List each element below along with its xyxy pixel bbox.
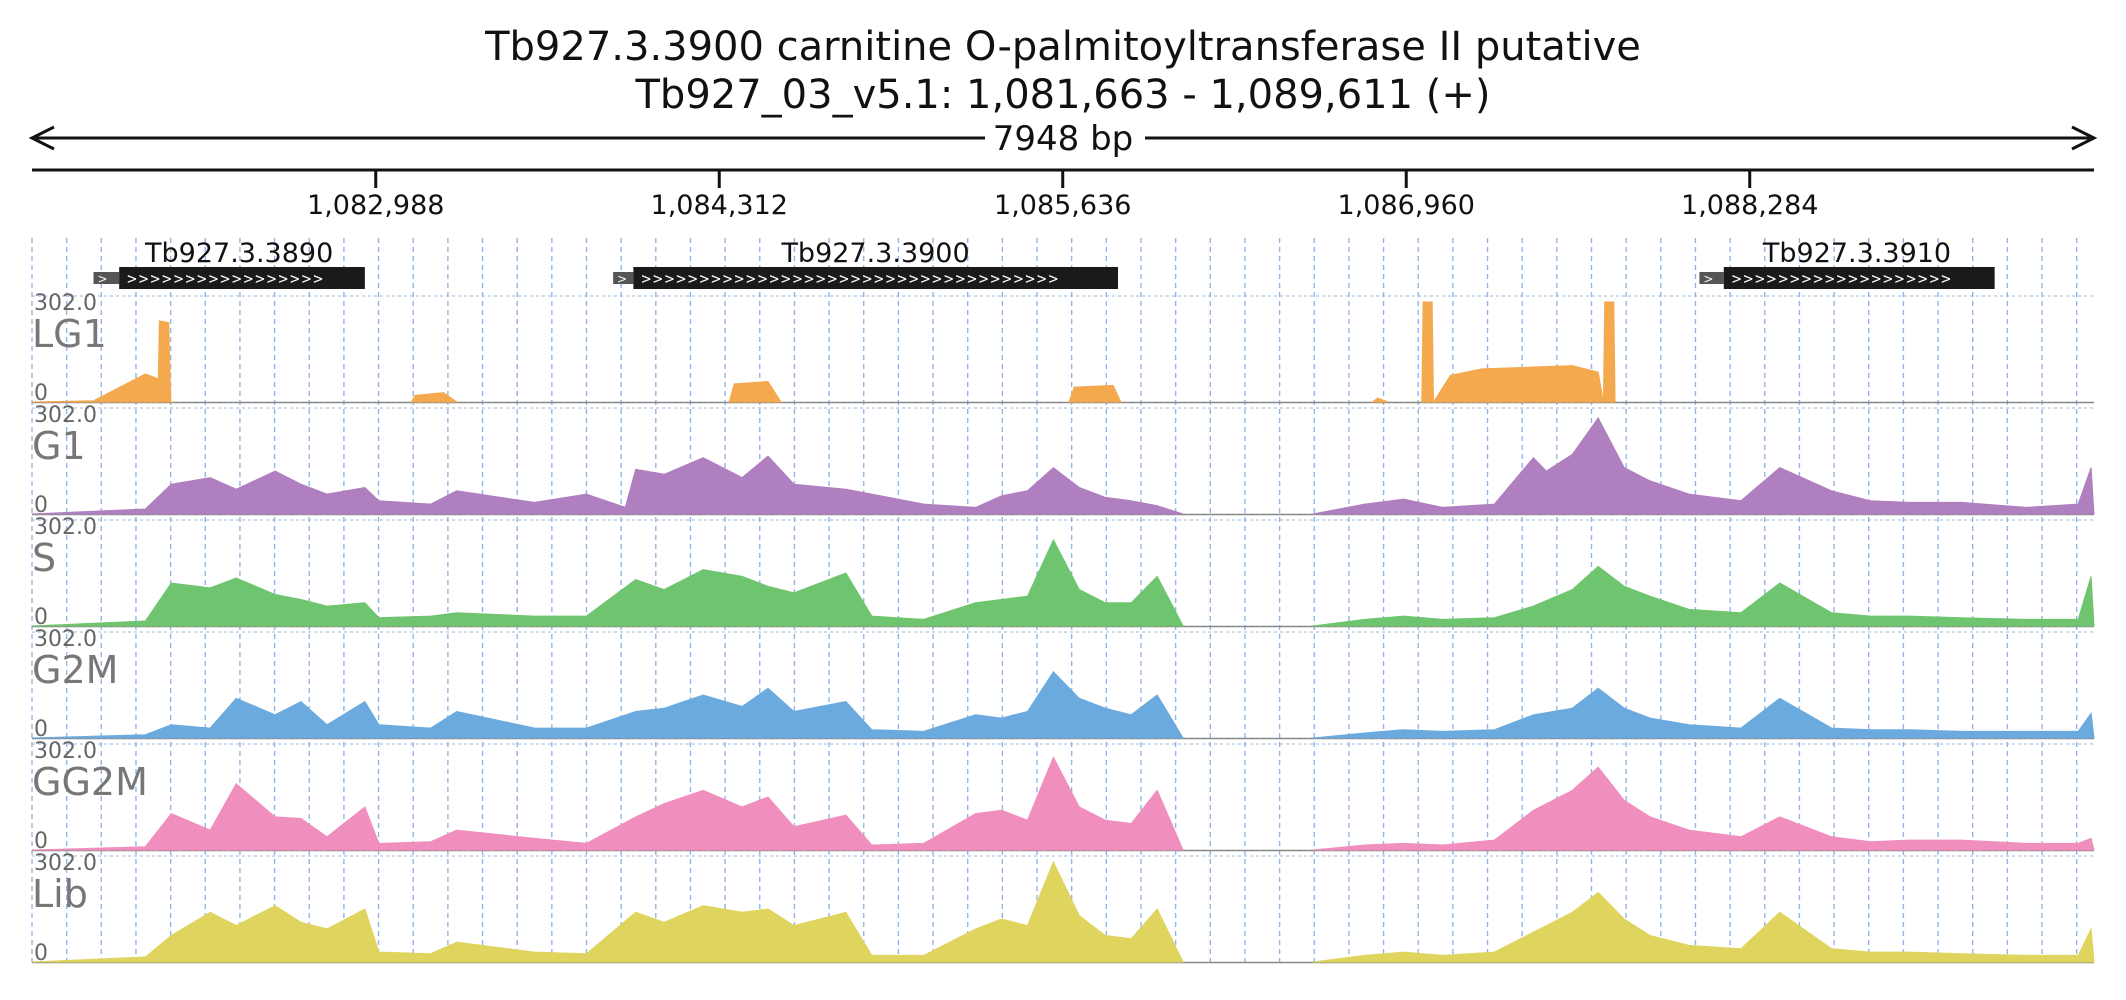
gene-utr — [613, 272, 634, 284]
ymax-label: 302.0 — [34, 403, 97, 428]
gene-body — [1723, 267, 1995, 289]
coverage-area — [31, 455, 1184, 515]
gene-track: > >>>>>>>>>>>>>>>>>Tb927.3.3890> >>>>>>>>>… — [93, 238, 1995, 289]
track-name: S — [32, 536, 56, 580]
coverage-area — [728, 380, 782, 403]
coverage-area — [1312, 417, 2095, 515]
span-arrow-left-head — [28, 125, 55, 151]
gene-utr — [93, 272, 120, 284]
span-arrow-right-head — [2071, 125, 2098, 151]
utr-arrow: > — [1703, 272, 1713, 286]
span-label: 7948 bp — [993, 119, 1134, 159]
coverage-area — [1068, 384, 1122, 403]
ymax-label: 302.0 — [34, 515, 97, 540]
coverage-area — [410, 392, 459, 403]
coverage-area — [1421, 301, 1616, 404]
track-name: G2M — [32, 648, 118, 692]
genomic-axis: 7948 bp 1,082,988 1,084,312 1,085,636 1,086,… — [28, 119, 2098, 221]
gene-body — [119, 267, 365, 289]
ymax-label: 302.0 — [34, 291, 97, 316]
track-name: G1 — [32, 424, 86, 468]
coverage-area — [31, 756, 1184, 851]
ymin-label: 0 — [34, 829, 48, 854]
ruler-tick-label: 1,084,312 — [651, 190, 788, 221]
ruler-tick-label: 1,086,960 — [1338, 190, 1475, 221]
strand-arrows: >>>>>>>>>>>>>>>>> — [127, 269, 325, 288]
figure-subtitle: Tb927_03_v5.1: 1,081,663 - 1,089,611 (+) — [635, 72, 1491, 118]
track-name: LG1 — [32, 312, 107, 356]
coverage-area — [31, 671, 1184, 739]
track-name: Lib — [32, 872, 88, 916]
ymin-label: 0 — [34, 605, 48, 630]
track-name: GG2M — [32, 760, 148, 804]
ymin-label: 0 — [34, 493, 48, 518]
gene-body — [633, 267, 1119, 289]
ruler-tick-label: 1,082,988 — [307, 190, 444, 221]
coverage-area — [1312, 565, 2095, 627]
coverage-area — [1371, 397, 1389, 403]
track-g1: 302.0G1 0 — [31, 403, 2095, 518]
ymax-label: 302.0 — [34, 627, 97, 652]
utr-arrow: > — [617, 272, 627, 286]
ymin-label: 0 — [34, 941, 48, 966]
coverage-area — [31, 860, 1184, 963]
coverage-area — [1312, 891, 2095, 963]
utr-arrow: > — [97, 272, 107, 286]
gene-label: Tb927.3.3900 — [780, 238, 969, 269]
ymin-label: 0 — [34, 381, 48, 406]
coverage-area — [31, 538, 1184, 627]
coverage-area — [1312, 687, 2095, 739]
ymin-label: 0 — [34, 717, 48, 742]
strand-arrows: >>>>>>>>>>>>>>>>>>>>>>>>>>>>>>>>>>>> — [641, 269, 1060, 288]
gene-label: Tb927.3.3910 — [1762, 238, 1951, 269]
coverage-tracks: 302.0LG10302.0G10302.0S0302.0G2M0302.0GG… — [31, 291, 2095, 966]
ruler-tick-label: 1,085,636 — [994, 190, 1131, 221]
ymax-label: 302.0 — [34, 851, 97, 876]
ruler-tick-label: 1,088,284 — [1681, 190, 1818, 221]
coverage-area — [31, 320, 174, 403]
track-s: 302.0S 0 — [31, 515, 2095, 630]
strand-arrows: >>>>>>>>>>>>>>>>>>> — [1732, 269, 1953, 288]
gene-label: Tb927.3.3890 — [144, 238, 333, 269]
figure-title: Tb927.3.3900 carnitine O-palmitoyltransf… — [485, 24, 1641, 70]
gene-utr — [1699, 272, 1724, 284]
coverage-area — [1312, 766, 2095, 851]
ymax-label: 302.0 — [34, 739, 97, 764]
